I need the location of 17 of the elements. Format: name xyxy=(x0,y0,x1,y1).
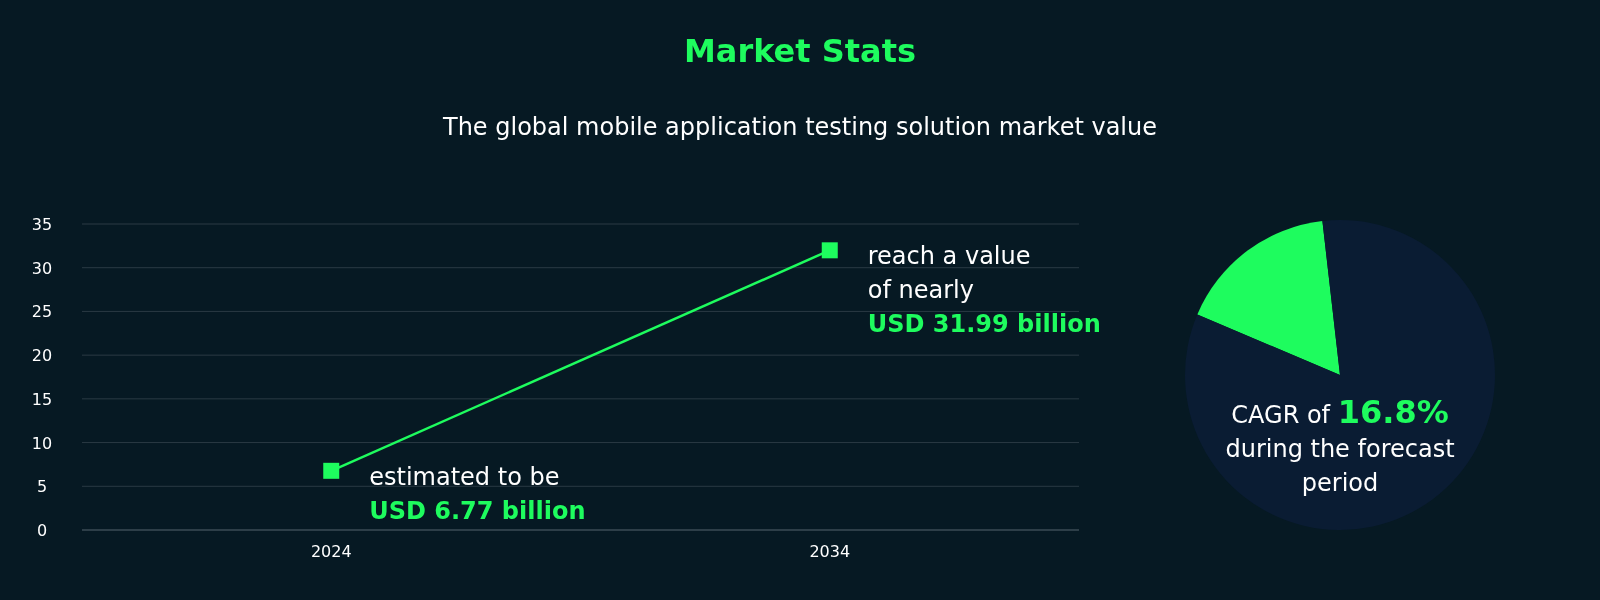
text: CAGR of 16.8% during the forecast period xyxy=(1225,393,1455,497)
y-tick-label: 35 xyxy=(31,215,53,234)
y-tick-label: 15 xyxy=(31,389,53,409)
y-tick-label: 25 xyxy=(31,302,53,322)
y-tick-label: 0 xyxy=(36,521,48,540)
pie-slice xyxy=(1185,220,1495,530)
y-tick-label: 20 xyxy=(31,346,53,366)
y-tick-label: 10 xyxy=(31,433,53,453)
y-tick-label: 5 xyxy=(36,477,48,497)
annotation: reach a value of nearly USD 31.99 billion xyxy=(867,242,1101,339)
x-tick-label: 2024 xyxy=(310,542,352,561)
annotation: estimated to be USD 6.77 billion xyxy=(369,462,586,525)
pie-slice xyxy=(1197,221,1340,375)
chart-subtitle: The global mobile application testing solution market value xyxy=(442,113,1157,141)
y-tick-label: 30 xyxy=(31,258,53,278)
x-tick-label: 2034 xyxy=(809,542,851,561)
chart-title: Market Stats xyxy=(683,32,917,70)
